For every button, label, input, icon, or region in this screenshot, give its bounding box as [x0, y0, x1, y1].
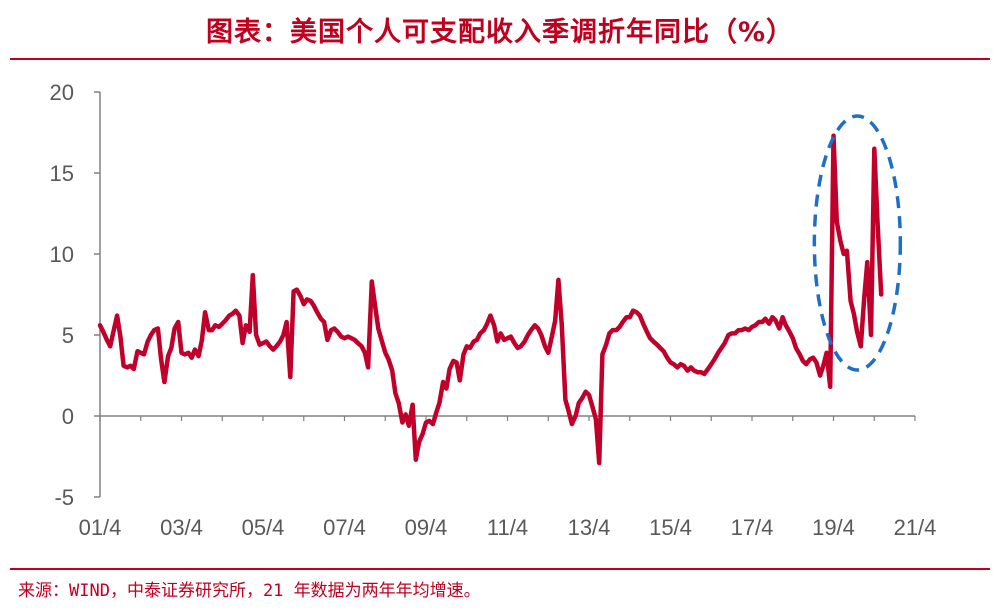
- y-axis: -5 0 5 10 15 20: [50, 80, 101, 510]
- y-tick-label: 0: [62, 404, 74, 429]
- x-tick-label: 13/4: [568, 515, 611, 540]
- x-tick-label: 15/4: [649, 515, 692, 540]
- y-tick-label: 10: [50, 242, 74, 267]
- x-tick-label: 05/4: [242, 515, 285, 540]
- title-bar: 图表：美国个人可支配收入季调折年同比（%）: [0, 0, 1000, 58]
- chart-title: 图表：美国个人可支配收入季调折年同比（%）: [205, 17, 795, 48]
- x-tick-label: 11/4: [487, 515, 528, 540]
- highlight-ellipse: [812, 114, 903, 372]
- y-tick-label: 20: [50, 80, 74, 105]
- title-rule: [10, 58, 990, 60]
- x-tick-label: 19/4: [812, 515, 855, 540]
- source-note: 来源：WIND，中泰证券研究所，21 年数据为两年年均增速。: [18, 581, 481, 601]
- x-tick-label: 07/4: [323, 515, 366, 540]
- y-tick-label: 15: [50, 161, 74, 186]
- x-tick-label: 01/4: [79, 515, 122, 540]
- series-line: [97, 133, 884, 466]
- series-layer: [97, 133, 884, 466]
- footer-rule: [10, 568, 990, 570]
- x-tick-label: 17/4: [731, 515, 774, 540]
- x-tick-label: 21/4: [894, 515, 937, 540]
- y-tick-label: -5: [54, 485, 74, 510]
- annotation-layer: [812, 114, 903, 372]
- x-tick-label: 03/4: [160, 515, 203, 540]
- y-tick-label: 5: [62, 323, 74, 348]
- line-chart: -5 0 5 10 15 20 01/4 03/4 05/4 07/4 09/4 11/4 13/4 1…: [50, 80, 937, 540]
- x-axis: 01/4 03/4 05/4 07/4 09/4 11/4 13/4 15/4 17/4 19/4…: [79, 415, 937, 540]
- x-tick-label: 09/4: [405, 515, 448, 540]
